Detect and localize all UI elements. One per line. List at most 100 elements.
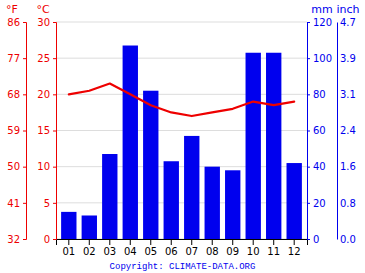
tick-label: 25 <box>37 53 50 64</box>
tick-mark <box>53 167 56 168</box>
line <box>69 83 294 116</box>
tick-mark <box>53 131 56 132</box>
tick-label: 0 <box>44 234 50 245</box>
tick-label: 10 <box>247 246 260 257</box>
tick-mark <box>53 94 56 95</box>
axis-header: mm <box>311 3 332 16</box>
tick: 15 <box>37 125 56 136</box>
tick: 0 <box>307 234 319 245</box>
tick-mark <box>212 239 213 245</box>
tick: 04 <box>124 239 137 257</box>
bar <box>82 215 97 239</box>
axis-header: °F <box>6 3 18 16</box>
tick-label: 10 <box>37 161 50 172</box>
tick-label: 07 <box>185 246 198 257</box>
tick: 2.4 <box>337 125 356 136</box>
tick-label: 50 <box>7 161 20 172</box>
tick-mark <box>53 239 56 240</box>
tick: 03 <box>103 239 116 257</box>
tick-mark <box>307 22 310 23</box>
axis-x: 010203040506070809101112 <box>57 239 308 257</box>
tick: 4.7 <box>337 17 356 28</box>
bar-series <box>61 46 302 239</box>
tick: 11 <box>267 239 280 257</box>
tick-mark <box>307 167 310 168</box>
tick-label: 20 <box>313 198 326 209</box>
tick: 20 <box>307 198 326 209</box>
tick-label: 09 <box>226 246 239 257</box>
plot: 0102030405060708091011120510152025303241… <box>6 3 359 257</box>
tick-label: 06 <box>165 246 178 257</box>
tick: 10 <box>37 161 56 172</box>
tick-label: 05 <box>144 246 157 257</box>
tick-label: 86 <box>7 17 20 28</box>
tick-label: 5 <box>44 198 50 209</box>
bar <box>287 163 302 239</box>
tick: 60 <box>307 125 326 136</box>
tick-mark <box>68 239 69 245</box>
tick-label: 0.0 <box>340 234 356 245</box>
tick-label: 60 <box>313 125 326 136</box>
bar <box>164 161 179 239</box>
tick-mark <box>294 239 295 245</box>
tick: 01 <box>62 239 75 257</box>
tick-mark <box>23 239 26 240</box>
tick: 05 <box>144 239 157 257</box>
bar <box>102 154 117 239</box>
tick-label: 20 <box>37 89 50 100</box>
tick-mark <box>307 58 310 59</box>
tick-mark <box>23 167 26 168</box>
tick-label: 30 <box>37 17 50 28</box>
axis-line <box>57 240 308 246</box>
tick-label: 3.9 <box>340 53 356 64</box>
tick-mark <box>150 239 151 245</box>
axis-y2ticks: 0 20 40 60 80 100 120 <box>307 17 332 245</box>
tick: 06 <box>165 239 178 257</box>
bar <box>246 53 261 239</box>
tick-label: 80 <box>313 89 326 100</box>
tick-label: 0.8 <box>340 198 356 209</box>
tick: 32 <box>7 234 26 245</box>
annotation: Copyright: CLIMATE-DATA.ORG <box>110 262 256 272</box>
tick: 0.0 <box>337 234 356 245</box>
tick-label: 1.6 <box>340 161 356 172</box>
tick-mark <box>53 22 56 23</box>
tick: 09 <box>226 239 239 257</box>
tick-label: 120 <box>313 17 332 28</box>
tick-label: 40 <box>313 161 326 172</box>
tick: 3.1 <box>337 89 356 100</box>
tick-mark <box>23 131 26 132</box>
tick: 77 <box>7 53 26 64</box>
tick: 3.9 <box>337 53 356 64</box>
tick-mark <box>191 239 192 245</box>
tick-label: 15 <box>37 125 50 136</box>
tick: 1.6 <box>337 161 356 172</box>
tick-mark <box>273 239 274 245</box>
axis-yticks: 0 5 10 15 20 25 30 <box>37 17 56 245</box>
axis-line <box>53 23 57 240</box>
chart: 0102030405060708091011120510152025303241… <box>0 0 365 273</box>
bar <box>123 46 138 239</box>
tick-label: 3.1 <box>340 89 356 100</box>
tick-mark <box>171 239 172 245</box>
tick-label: 68 <box>7 89 20 100</box>
tick-mark <box>53 58 56 59</box>
tick: 40 <box>307 161 326 172</box>
tick-label: 100 <box>313 53 332 64</box>
tick-mark <box>307 131 310 132</box>
tick-mark <box>23 203 26 204</box>
tick-mark <box>53 203 56 204</box>
bar <box>61 212 76 239</box>
tick-label: 59 <box>7 125 20 136</box>
tick: 25 <box>37 53 56 64</box>
tick-mark <box>89 239 90 245</box>
tick-label: 11 <box>267 246 280 257</box>
tick-mark <box>232 239 233 245</box>
tick-label: 0 <box>313 234 319 245</box>
tick-label: 08 <box>206 246 219 257</box>
tick-label: 4.7 <box>340 17 356 28</box>
tick-mark <box>23 22 26 23</box>
tick: 86 <box>7 17 26 28</box>
tick: 08 <box>206 239 219 257</box>
tick-mark <box>23 94 26 95</box>
